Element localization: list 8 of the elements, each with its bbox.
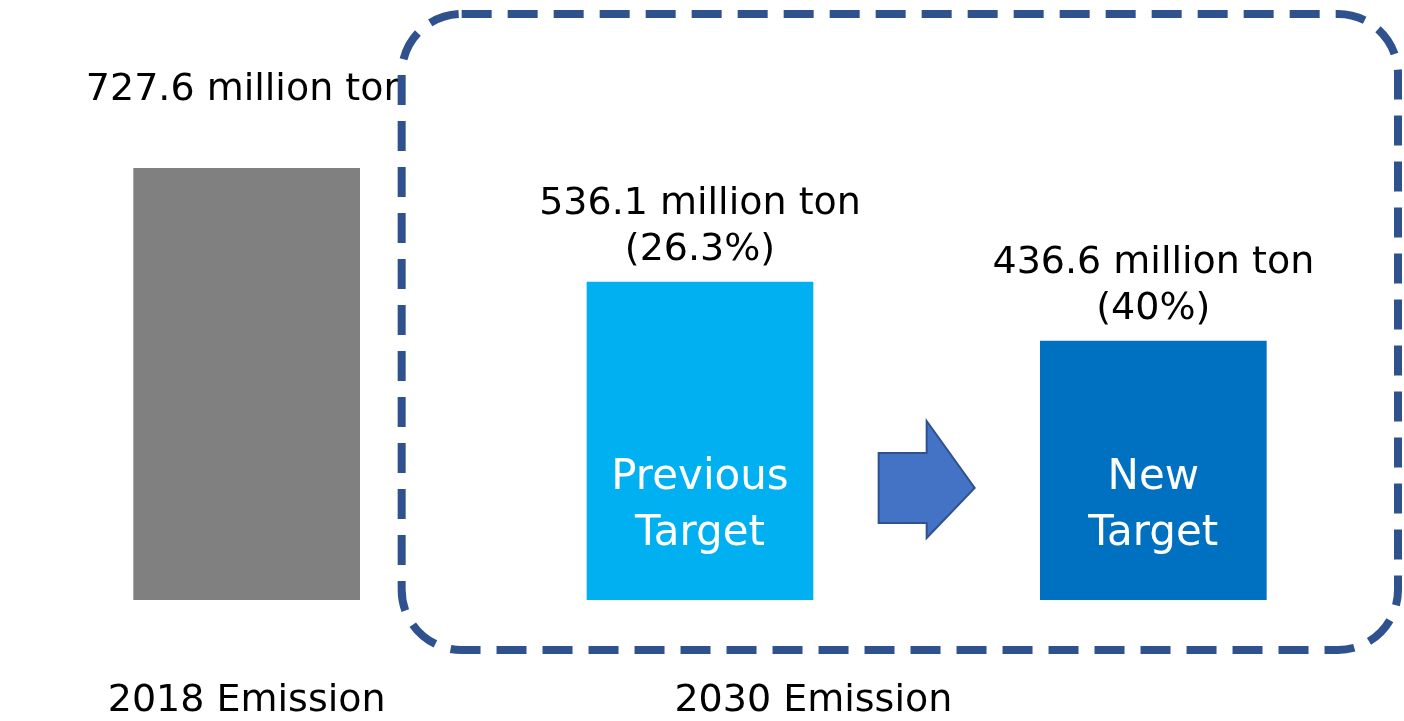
annotation: (26.3%) [624,224,776,269]
x-tick-label: Previous Target [611,450,789,555]
x-tick-label: New Target [1087,450,1219,555]
x-tick-label: 2018 Emission [107,676,386,720]
annotation: (40%) [1096,283,1211,328]
data-label: 436.6 million ton [992,237,1315,282]
data-label: 536.1 million ton [539,178,861,223]
text: 2030 Emission [674,676,953,720]
